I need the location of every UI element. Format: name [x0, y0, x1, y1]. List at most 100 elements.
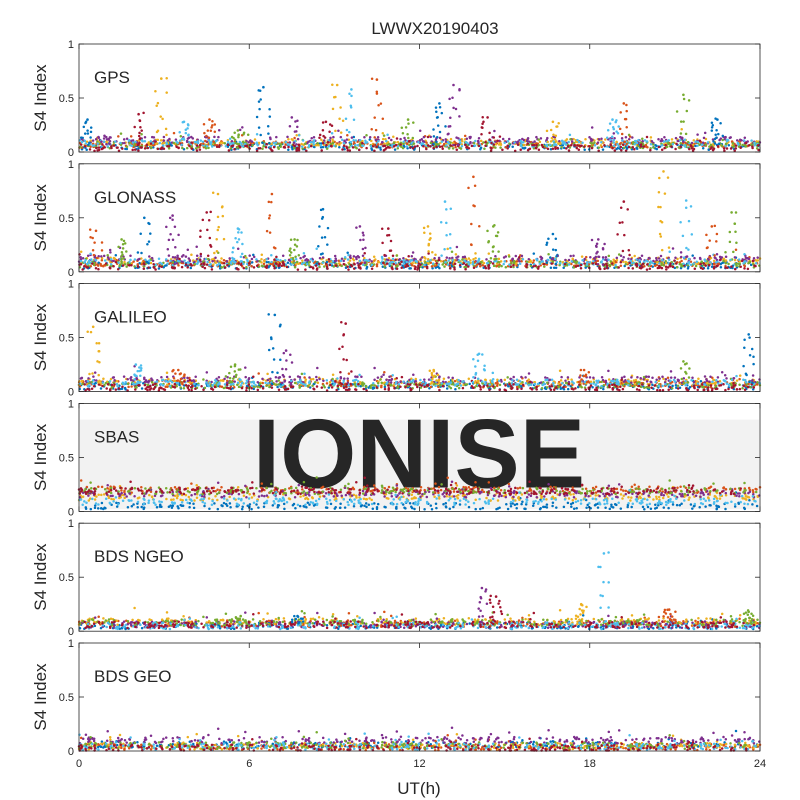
data-point — [202, 142, 205, 145]
data-point — [692, 147, 696, 151]
data-point — [437, 263, 441, 266]
data-point — [585, 261, 589, 264]
data-point — [713, 254, 716, 257]
data-point — [652, 146, 655, 149]
data-point — [230, 144, 233, 148]
data-point — [620, 149, 623, 152]
data-point — [570, 140, 574, 143]
data-point — [166, 247, 170, 251]
data-point — [658, 232, 662, 236]
data-point — [380, 227, 384, 231]
data-point — [137, 134, 141, 138]
data-point — [703, 375, 707, 378]
data-point — [321, 121, 325, 124]
data-point — [502, 256, 506, 259]
data-point — [655, 263, 659, 267]
data-point — [147, 381, 150, 384]
data-point — [154, 268, 157, 271]
data-point — [149, 144, 153, 147]
data-point — [85, 148, 88, 152]
data-point — [477, 144, 481, 148]
data-point — [673, 376, 677, 379]
data-point — [639, 376, 642, 380]
data-point — [288, 254, 292, 257]
data-point — [148, 255, 151, 258]
data-point — [152, 263, 155, 266]
data-point — [382, 373, 385, 376]
peak-point — [94, 229, 98, 233]
data-point — [670, 138, 674, 141]
data-point — [729, 258, 732, 262]
data-point — [79, 250, 83, 253]
y-tick-label: 0 — [68, 147, 74, 159]
data-point — [603, 267, 606, 270]
data-point — [322, 379, 325, 383]
data-point — [423, 256, 426, 259]
data-point — [574, 140, 578, 144]
data-point — [437, 256, 441, 260]
data-point — [383, 371, 386, 374]
data-point — [453, 262, 457, 266]
data-point — [342, 144, 346, 148]
data-point — [554, 257, 557, 261]
data-point — [88, 228, 92, 231]
data-point — [265, 142, 268, 146]
data-point — [176, 141, 179, 145]
data-point — [83, 264, 86, 268]
data-point — [549, 266, 553, 270]
data-point — [266, 372, 269, 376]
data-point — [156, 138, 160, 142]
data-point — [650, 381, 653, 384]
data-point — [507, 255, 511, 258]
data-point — [286, 142, 290, 146]
data-point — [612, 132, 616, 135]
data-point — [97, 148, 101, 152]
data-point — [743, 252, 746, 256]
data-point — [108, 140, 112, 143]
data-point — [209, 245, 213, 248]
data-point — [300, 262, 304, 266]
data-point — [435, 145, 438, 148]
data-point — [448, 233, 452, 236]
data-point — [276, 258, 280, 261]
data-point — [279, 145, 282, 148]
data-point — [117, 245, 120, 249]
data-point — [91, 249, 95, 252]
data-point — [694, 264, 698, 268]
data-point — [696, 133, 699, 136]
data-point — [482, 141, 485, 144]
data-point — [278, 375, 282, 379]
data-point — [580, 255, 584, 258]
data-point — [694, 140, 697, 143]
data-point — [452, 143, 455, 147]
data-point — [708, 239, 711, 242]
data-point — [109, 377, 113, 381]
data-point — [147, 221, 150, 225]
data-point — [710, 121, 714, 124]
data-point — [462, 262, 466, 265]
data-point — [80, 376, 84, 380]
data-point — [193, 140, 197, 144]
data-point — [131, 141, 135, 144]
data-point — [597, 149, 600, 152]
data-point — [499, 146, 502, 149]
peak-point — [443, 200, 447, 203]
data-point — [361, 231, 365, 235]
data-point — [394, 258, 397, 261]
data-point — [448, 97, 451, 101]
data-point — [331, 259, 335, 263]
data-point — [317, 262, 321, 265]
data-point — [753, 144, 756, 147]
data-point — [104, 262, 108, 265]
data-point — [130, 385, 133, 388]
data-point — [256, 144, 259, 147]
data-point — [356, 261, 359, 265]
data-point — [205, 144, 209, 148]
data-point — [374, 138, 378, 142]
data-point — [196, 140, 200, 143]
data-point — [121, 264, 125, 267]
data-point — [715, 232, 719, 236]
data-point — [479, 139, 483, 143]
data-point — [546, 140, 549, 144]
